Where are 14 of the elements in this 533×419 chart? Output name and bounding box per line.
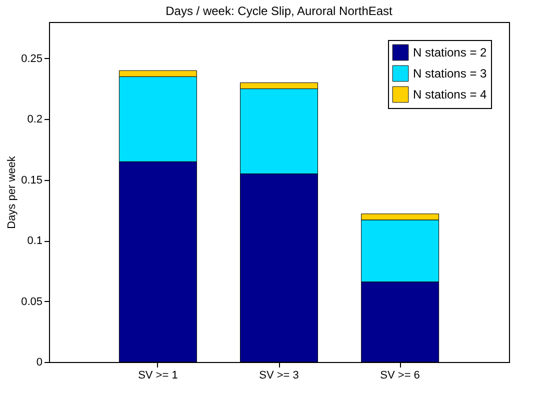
- x-tick-label: SV >= 6: [380, 370, 420, 382]
- y-axis-title: Days per week: [6, 156, 18, 229]
- y-tick-label: 0: [36, 356, 42, 368]
- legend-label: N stations = 4: [413, 88, 488, 102]
- x-tick-label: SV >= 1: [138, 370, 178, 382]
- y-tick-label: 0.25: [21, 52, 42, 65]
- y-tick-label: 0.1: [27, 235, 42, 248]
- y-tick-label: 0.15: [21, 174, 42, 186]
- chart-title: Days / week: Cycle Slip, Auroral NorthEast: [166, 4, 394, 18]
- y-tick-label: 0.2: [27, 114, 42, 126]
- legend-label: N stations = 3: [413, 66, 488, 80]
- x-tick-label: SV >= 3: [259, 370, 299, 382]
- y-tick-label: 0.05: [21, 296, 42, 308]
- legend-label: N stations = 2: [413, 46, 488, 60]
